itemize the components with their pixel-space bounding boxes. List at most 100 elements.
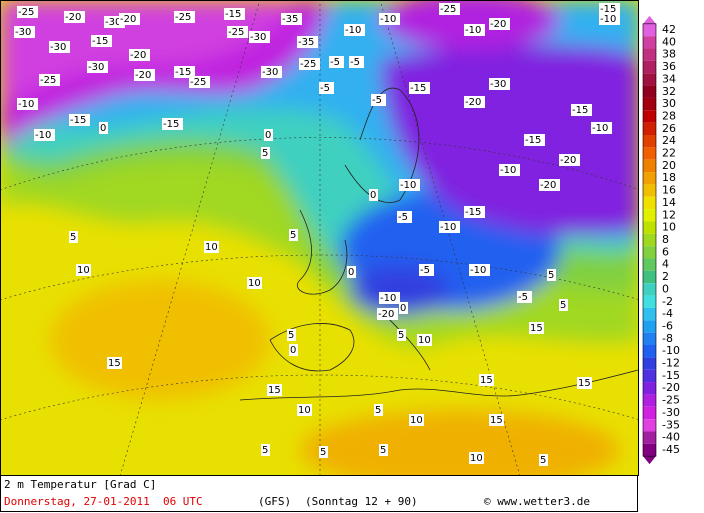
contour-label: 10 (470, 453, 483, 464)
label-box (374, 404, 383, 416)
scale-label: 8 (662, 233, 669, 246)
scale-band (643, 135, 656, 148)
label-box (267, 384, 282, 396)
label-box (489, 414, 504, 426)
label-box (91, 35, 112, 47)
contour-label: -10 (380, 293, 396, 304)
scale-label: -45 (662, 443, 680, 456)
contour-label: -20 (130, 50, 146, 61)
scale-label: 40 (662, 35, 676, 48)
label-box (34, 129, 55, 141)
label-box (319, 446, 328, 458)
scale-label: 36 (662, 60, 676, 73)
label-box (261, 147, 270, 159)
label-box (174, 66, 195, 78)
contour-label: -5 (330, 57, 340, 68)
contour-label: 10 (205, 242, 218, 253)
contour-label: 15 (268, 385, 281, 396)
contour-label: -10 (345, 25, 361, 36)
contour-label: -20 (120, 14, 136, 25)
scale-label: -30 (662, 406, 680, 419)
label-box (264, 129, 273, 141)
scale-label: 6 (662, 245, 669, 258)
contour-label: -25 (175, 12, 191, 23)
contour-label: -35 (298, 37, 314, 48)
contour-label: -10 (465, 25, 481, 36)
scale-label: 0 (662, 282, 669, 295)
scale-label: -15 (662, 369, 680, 382)
contour-label: -15 (175, 67, 191, 78)
label-box (297, 36, 318, 48)
scale-label: -8 (662, 332, 673, 345)
label-box (299, 58, 320, 70)
label-box (162, 118, 183, 130)
label-box (39, 74, 60, 86)
scale-band (643, 97, 656, 111)
contour-label: 5 (398, 330, 404, 341)
label-box (464, 24, 485, 36)
label-box (559, 154, 580, 166)
label-box (174, 11, 195, 23)
scale-band (643, 283, 656, 296)
label-box (76, 264, 91, 276)
contour-label: -20 (135, 70, 151, 81)
label-box (379, 444, 388, 456)
contour-label: -20 (378, 309, 394, 320)
scale-label: 30 (662, 97, 676, 110)
contour-label: 5 (290, 230, 296, 241)
label-box (489, 18, 510, 30)
scale-band (643, 295, 656, 308)
contour-label: -25 (440, 4, 456, 15)
label-box (261, 66, 282, 78)
label-box (249, 31, 270, 43)
contour-label: -10 (35, 130, 51, 141)
contour-label: -15 (70, 115, 86, 126)
contour-label: 10 (410, 415, 423, 426)
scale-label: 42 (662, 23, 676, 36)
label-box (69, 231, 78, 243)
contour-label: -15 (600, 4, 616, 15)
label-box (347, 266, 356, 278)
contour-label: -10 (500, 165, 516, 176)
contour-label: 0 (265, 130, 271, 141)
label-box (417, 334, 432, 346)
contour-label: -25 (300, 59, 316, 70)
scale-label: 10 (662, 221, 676, 234)
label-box (87, 61, 108, 73)
label-box (439, 3, 460, 15)
contour-label: 5 (380, 445, 386, 456)
contour-label: 10 (418, 335, 431, 346)
label-box (399, 302, 408, 314)
contour-label: 15 (490, 415, 503, 426)
label-box (189, 76, 210, 88)
graticule (1, 1, 638, 475)
scale-band (643, 369, 656, 383)
scale-band (643, 345, 656, 358)
scale-label: 28 (662, 109, 676, 122)
contour-label: -10 (592, 123, 608, 134)
contour-label: -25 (40, 75, 56, 86)
scale-band (643, 60, 656, 74)
contour-label: -30 (50, 42, 66, 53)
label-box (369, 189, 378, 201)
scale-label: -2 (662, 295, 673, 308)
scale-band (643, 209, 656, 222)
scale-label: 34 (662, 72, 676, 85)
contour-label: -15 (410, 83, 426, 94)
map-frame (0, 0, 639, 476)
label-box (499, 164, 520, 176)
contour-label: -20 (490, 19, 506, 30)
footer-credit: © www.wetter3.de (484, 495, 590, 508)
contour-label: -25 (228, 27, 244, 38)
contour-label: -15 (525, 135, 541, 146)
contour-label: -25 (190, 77, 206, 88)
scale-band (643, 431, 656, 444)
label-box (379, 292, 400, 304)
scale-band (643, 419, 656, 432)
contour-label: -5 (320, 83, 330, 94)
contour-label: 0 (348, 267, 354, 278)
label-box (489, 78, 510, 90)
scale-band (643, 172, 656, 185)
label-box (464, 206, 485, 218)
label-box (571, 104, 592, 116)
